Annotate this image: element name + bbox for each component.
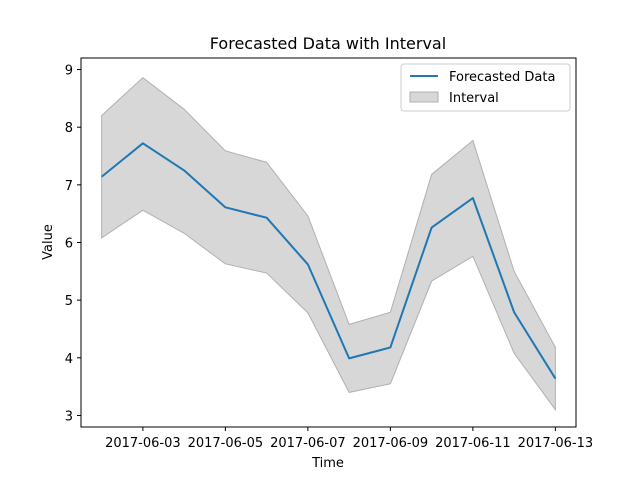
x-tick-label: 2017-06-09	[353, 436, 429, 451]
forecast-line	[101, 142, 557, 380]
y-tick-label: 6	[65, 237, 73, 252]
y-tick-label: 9	[65, 64, 73, 79]
legend-band-swatch	[409, 91, 439, 103]
y-tick-label: 3	[65, 409, 73, 424]
y-axis-title: Value	[41, 224, 56, 260]
x-axis-title: Time	[311, 456, 344, 471]
axes: 3 4 5 6 7 8 9 2017-06-03 2017-06-05 2017-06-07 201…	[65, 57, 594, 451]
legend-box	[400, 63, 571, 112]
y-tick-label: 4	[65, 352, 73, 367]
y-tick-label: 8	[65, 121, 73, 136]
legend-label-forecast: Forecasted Data	[449, 70, 555, 85]
legend-label-interval: Interval	[449, 91, 499, 106]
x-tick-label: 2017-06-13	[518, 436, 594, 451]
interval-band	[101, 76, 556, 412]
plot-area	[101, 76, 557, 412]
legend: Forecasted Data Interval	[400, 63, 571, 112]
y-tick-label: 7	[65, 179, 73, 194]
x-tick-label: 2017-06-03	[105, 436, 181, 451]
x-tick-label: 2017-06-07	[270, 436, 346, 451]
y-tick-label: 5	[65, 294, 73, 309]
x-tick-label: 2017-06-11	[435, 436, 511, 451]
x-tick-label: 2017-06-05	[188, 436, 264, 451]
chart-title: Forecasted Data with Interval	[210, 34, 446, 53]
